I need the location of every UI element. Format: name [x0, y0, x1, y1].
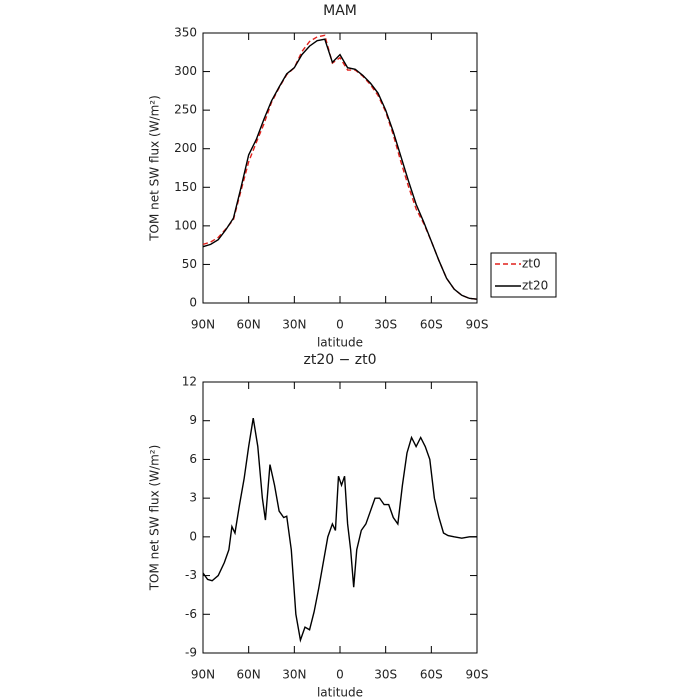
legend-label: zt0 [522, 257, 541, 271]
y-tick-label: -3 [185, 568, 197, 582]
x-axis-label: latitude [317, 336, 363, 350]
y-tick-label: 6 [189, 452, 197, 466]
legend-label: zt20 [522, 279, 548, 293]
data-line [202, 34, 478, 300]
x-tick-label: 60S [420, 668, 443, 682]
x-tick-label: 30S [374, 318, 397, 332]
data-line [202, 418, 477, 643]
x-tick-label: 90S [466, 668, 489, 682]
y-tick-label: 3 [189, 491, 197, 505]
y-tick-label: 9 [189, 413, 197, 427]
y-tick-label: 350 [174, 26, 197, 40]
y-tick-label: 0 [189, 296, 197, 310]
y-axis-label: TOM net SW flux (W/m²) [148, 95, 162, 242]
plot-frame [202, 32, 478, 304]
y-tick-label: 200 [174, 141, 197, 155]
x-tick-label: 30N [282, 318, 306, 332]
x-tick-label: 90N [191, 668, 215, 682]
y-tick-label: 300 [174, 64, 197, 78]
y-axis-label: TOM net SW flux (W/m²) [148, 445, 162, 592]
chart-title: MAM [323, 3, 357, 19]
y-tick-label: -6 [185, 607, 197, 621]
plot-frame [202, 381, 478, 654]
x-tick-label: 90N [191, 318, 215, 332]
legend-box [490, 252, 557, 298]
y-tick-label: 0 [189, 529, 197, 543]
y-tick-label: 50 [182, 257, 197, 271]
data-line [202, 38, 478, 300]
y-tick-label: 150 [174, 180, 197, 194]
x-axis-label: latitude [317, 686, 363, 700]
chart-title: zt20 − zt0 [303, 352, 376, 368]
x-tick-label: 0 [336, 668, 344, 682]
x-tick-label: 60N [237, 668, 261, 682]
y-tick-label: 100 [174, 218, 197, 232]
x-tick-label: 60S [420, 318, 443, 332]
x-tick-label: 0 [336, 318, 344, 332]
y-tick-label: 250 [174, 103, 197, 117]
y-tick-label: 12 [182, 375, 197, 389]
y-tick-label: -9 [185, 646, 197, 660]
x-tick-label: 30N [282, 668, 306, 682]
x-tick-label: 60N [237, 318, 261, 332]
x-tick-label: 30S [374, 668, 397, 682]
x-tick-label: 90S [466, 318, 489, 332]
